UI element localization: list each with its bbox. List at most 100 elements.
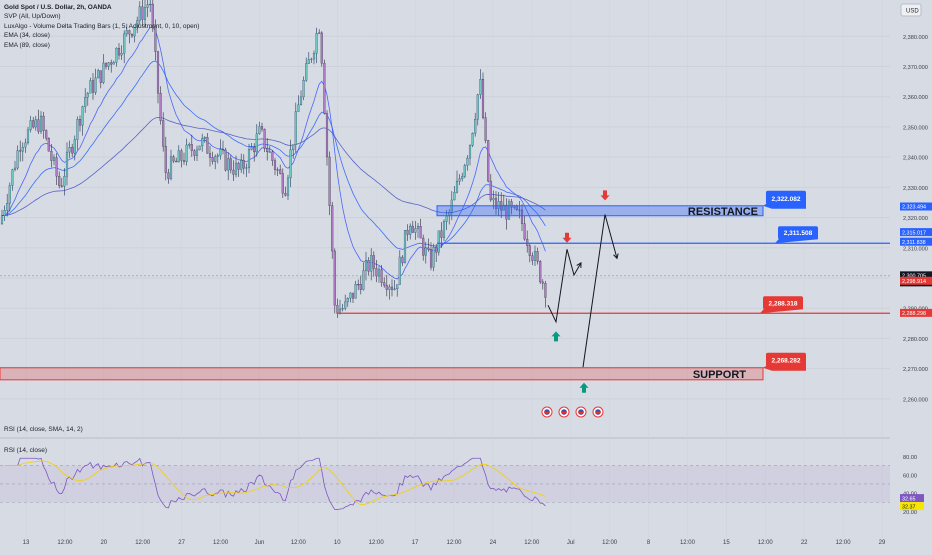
x-tick-label: 12:00	[602, 540, 618, 546]
level-price-label: 2,288.318	[769, 300, 798, 307]
candle-body	[479, 79, 482, 95]
candle-body	[403, 230, 407, 264]
projection-arrowhead	[613, 253, 619, 260]
rsi-legend-settings[interactable]: RSI (14, close, SMA, 14, 2)	[4, 426, 83, 433]
candle-body	[429, 249, 433, 268]
ema89-line	[1, 116, 546, 217]
rsi-line	[4, 457, 546, 510]
candle-body	[32, 120, 35, 128]
candle-body	[474, 119, 477, 134]
candle-body	[65, 151, 69, 177]
axis-price-label: 2,298.914	[902, 279, 926, 285]
candles	[0, 0, 547, 318]
candle-body	[393, 288, 396, 290]
chart-title[interactable]: Gold Spot / U.S. Dollar, 2h, OANDA	[4, 4, 112, 11]
candle-body	[219, 149, 222, 156]
rsi-legend-series[interactable]: RSI (14, close)	[4, 447, 47, 454]
candle-body	[388, 286, 391, 290]
legend-indicator-svp[interactable]: SVP (All, Up/Down)	[4, 13, 61, 21]
candle-body	[141, 6, 144, 20]
support-price-tag	[766, 352, 806, 367]
candle-body	[253, 146, 256, 153]
axis-price-tag	[900, 228, 932, 237]
candle-body	[505, 204, 508, 220]
rsi-value-label: 32.37	[902, 504, 916, 510]
candle-body	[318, 32, 321, 34]
candle-body	[305, 63, 308, 81]
candle-body	[273, 160, 277, 170]
candle-body	[164, 146, 167, 173]
rsi-value-tag	[900, 502, 924, 511]
candle-body	[143, 7, 147, 20]
candle-body	[461, 176, 464, 179]
candle-body	[255, 133, 258, 153]
x-tick-label: 12:00	[446, 540, 462, 546]
candle-body	[154, 25, 157, 52]
x-tick-label: 8	[647, 540, 651, 546]
candle-body	[29, 120, 32, 131]
rsi-pane	[0, 438, 890, 538]
candle-body	[13, 167, 17, 170]
candle-body	[310, 58, 313, 60]
candle-body	[55, 157, 58, 177]
candle-body	[375, 268, 378, 277]
y-tick-label: 2,380.000	[903, 35, 928, 41]
candle-body	[502, 204, 505, 211]
candle-body	[242, 159, 245, 169]
candle-body	[151, 3, 154, 27]
candle-body	[180, 150, 183, 161]
candle-body	[367, 260, 370, 272]
event-flag-icon	[592, 406, 604, 418]
x-tick-label: 24	[490, 540, 497, 546]
candle-body	[123, 33, 126, 54]
event-flag-icon	[541, 406, 553, 418]
candle-body	[380, 269, 383, 283]
candle-body	[435, 247, 438, 253]
candle-body	[411, 225, 414, 233]
y-tick-label: 2,310.000	[903, 246, 928, 252]
legend-indicator-ema34[interactable]: EMA (34, close)	[4, 32, 50, 40]
x-tick-label: 12:00	[524, 540, 540, 546]
candle-body	[266, 148, 269, 153]
candle-body	[214, 156, 217, 162]
y-tick-label: 2,270.000	[903, 367, 928, 373]
candle-body	[84, 97, 87, 107]
candle-body	[78, 119, 82, 126]
candle-body	[286, 177, 290, 196]
legend-indicator-luxalgo[interactable]: LuxAlgo - Volume Delta Trading Bars (1, …	[4, 22, 200, 30]
y-tick-label: 2,330.000	[903, 186, 928, 192]
candle-body	[427, 247, 430, 250]
level-price-tag	[778, 226, 818, 240]
candle-body	[229, 158, 232, 171]
candle-body	[208, 153, 212, 158]
x-tick-label: Jun	[255, 540, 265, 546]
event-stripe	[578, 412, 584, 414]
candle-body	[528, 245, 531, 256]
candle-body	[518, 209, 521, 211]
candle-body	[107, 62, 110, 67]
candle-body	[409, 225, 412, 235]
price-grid	[0, 0, 890, 538]
level-price-tag	[763, 296, 803, 310]
candle-body	[68, 147, 71, 153]
x-tick-label: Jul	[567, 540, 575, 546]
ema34-line	[1, 60, 546, 250]
candle-body	[344, 301, 347, 309]
candle-body	[232, 169, 235, 175]
candle-body	[169, 156, 173, 179]
candle-body	[175, 160, 178, 163]
arrow-down-icon	[562, 232, 572, 243]
candle-body	[354, 284, 357, 299]
candle-body	[211, 157, 214, 162]
axis-price-label: 2,315.017	[902, 230, 926, 236]
candle-body	[385, 285, 388, 290]
legend-indicator-ema89[interactable]: EMA (89, close)	[4, 41, 50, 49]
rsi-value-tag	[900, 494, 924, 503]
candle-body	[390, 286, 394, 290]
candle-body	[289, 149, 292, 179]
resistance-price-tag	[766, 190, 806, 205]
currency-label: USD	[906, 9, 919, 15]
candle-body	[50, 151, 53, 161]
x-tick-label: 12:00	[369, 540, 385, 546]
